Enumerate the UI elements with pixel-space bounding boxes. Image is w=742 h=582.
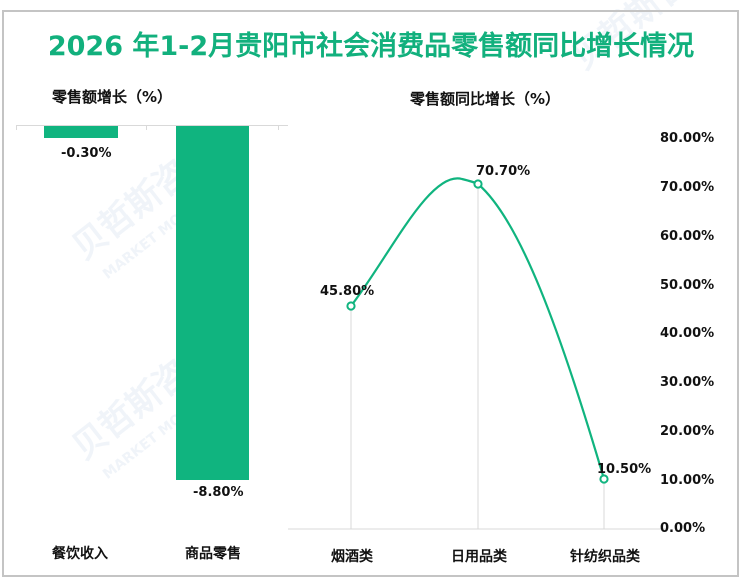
y-tick-label: 10.00% [660,473,715,488]
line-category-label: 烟酒类 [331,549,373,565]
right-chart-subtitle: 零售额同比增长（%） [410,90,561,108]
bar-category-label: 商品零售 [185,546,241,562]
line-category-label: 日用品类 [451,549,507,565]
bar-value-label: -0.30% [61,146,112,161]
y-tick-label: 50.00% [660,278,715,293]
y-tick-label: 80.00% [660,131,715,146]
bar-retail[interactable] [176,126,249,480]
bar-category-label: 餐饮收入 [52,546,108,562]
left-chart-subtitle: 零售额增长（%） [52,88,173,106]
chart-title: 2026 年1-2月贵阳市社会消费品零售额同比增长情况 [47,31,695,62]
y-tick-label: 60.00% [660,229,715,244]
bar-value-label: -8.80% [193,485,244,500]
data-point-marker[interactable] [346,301,356,311]
point-value-label: 45.80% [320,284,375,299]
y-tick-label: 40.00% [660,326,715,341]
line-category-label: 针纺织品类 [570,549,640,565]
y-tick-label: 70.00% [660,180,715,195]
left-x-axis [16,125,288,126]
bar-catering[interactable] [44,126,118,138]
y-tick-label: 20.00% [660,424,715,439]
y-tick-label: 0.00% [660,521,706,536]
y-tick-label: 30.00% [660,375,715,390]
point-value-label: 10.50% [597,462,652,477]
point-value-label: 70.70% [476,164,531,179]
data-point-marker[interactable] [473,179,483,189]
left-axis-tick [278,125,279,130]
left-axis-tick [146,125,147,130]
chart-frame [2,10,739,577]
data-point-marker[interactable] [599,474,609,484]
left-axis-tick [16,125,17,130]
